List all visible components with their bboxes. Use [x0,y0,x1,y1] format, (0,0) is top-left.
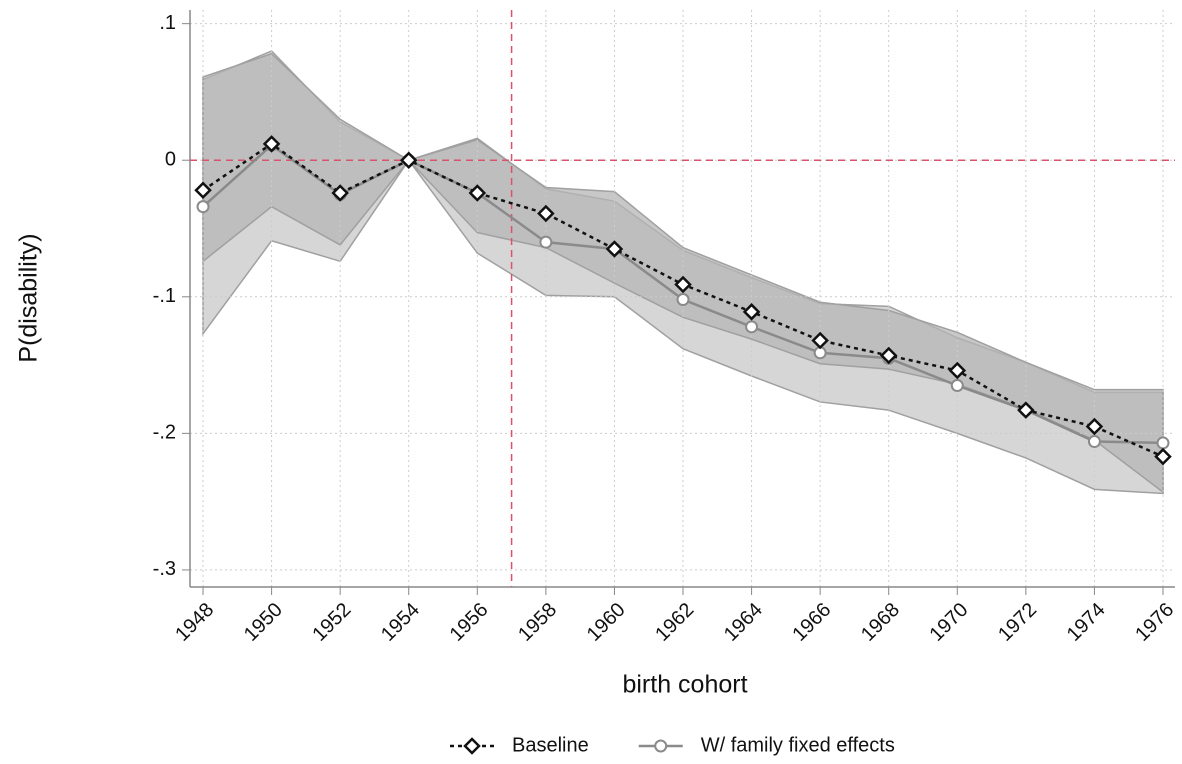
circle-marker [1156,436,1170,450]
x-tick-label: 1950 [240,599,287,646]
diamond-marker [399,151,418,169]
x-tick-label: 1954 [377,599,424,646]
x-tick-label: 1968 [857,599,904,646]
circle-marker [745,320,759,334]
y-axis-title: P(disability) [15,233,43,362]
x-tick-label: 1970 [926,599,973,646]
diamond-marker [879,346,898,365]
circle-marker [676,293,690,307]
x-tick-label: 1962 [651,599,698,646]
diamond-marker [948,361,967,380]
legend-label: W/ family fixed effects [701,734,895,756]
legend-label: Baseline [512,734,589,756]
y-tick-label: 0 [165,149,176,171]
x-tick-label: 1972 [994,599,1041,646]
x-tick-label: 1952 [308,599,355,646]
x-tick-label: 1960 [583,599,630,646]
diamond-marker [331,184,349,202]
circle-marker [539,235,553,249]
circle-marker [196,200,210,214]
x-axis-title: birth cohort [622,671,747,699]
diamond-marker [194,181,212,200]
diamond-marker [468,184,487,202]
diamond-marker [1017,401,1035,419]
legend-marker [654,739,668,753]
diamond-marker [674,275,692,294]
diamond-marker [605,240,624,258]
x-tick-label: 1974 [1063,599,1110,646]
y-tick-label: -.3 [153,558,176,580]
circle-marker [950,379,964,393]
y-tick-label: .1 [159,12,176,34]
x-tick-label: 1958 [514,599,561,646]
diamond-marker [742,303,761,321]
diamond-marker [1154,447,1172,466]
circle-marker [1087,435,1101,449]
diamond-marker [537,204,555,223]
ci-band [202,52,1164,494]
y-tick-label: -.2 [153,422,176,444]
diamond-marker [1085,417,1104,436]
x-tick-label: 1964 [720,599,767,646]
x-tick-label: 1966 [788,599,835,646]
x-tick-label: 1956 [446,599,493,646]
legend-marker [463,737,481,755]
x-tick-label: 1948 [171,599,218,646]
diamond-marker [262,135,281,153]
y-tick-label: -.1 [153,285,176,307]
diamond-marker [811,331,829,350]
x-tick-label: 1976 [1131,599,1178,646]
